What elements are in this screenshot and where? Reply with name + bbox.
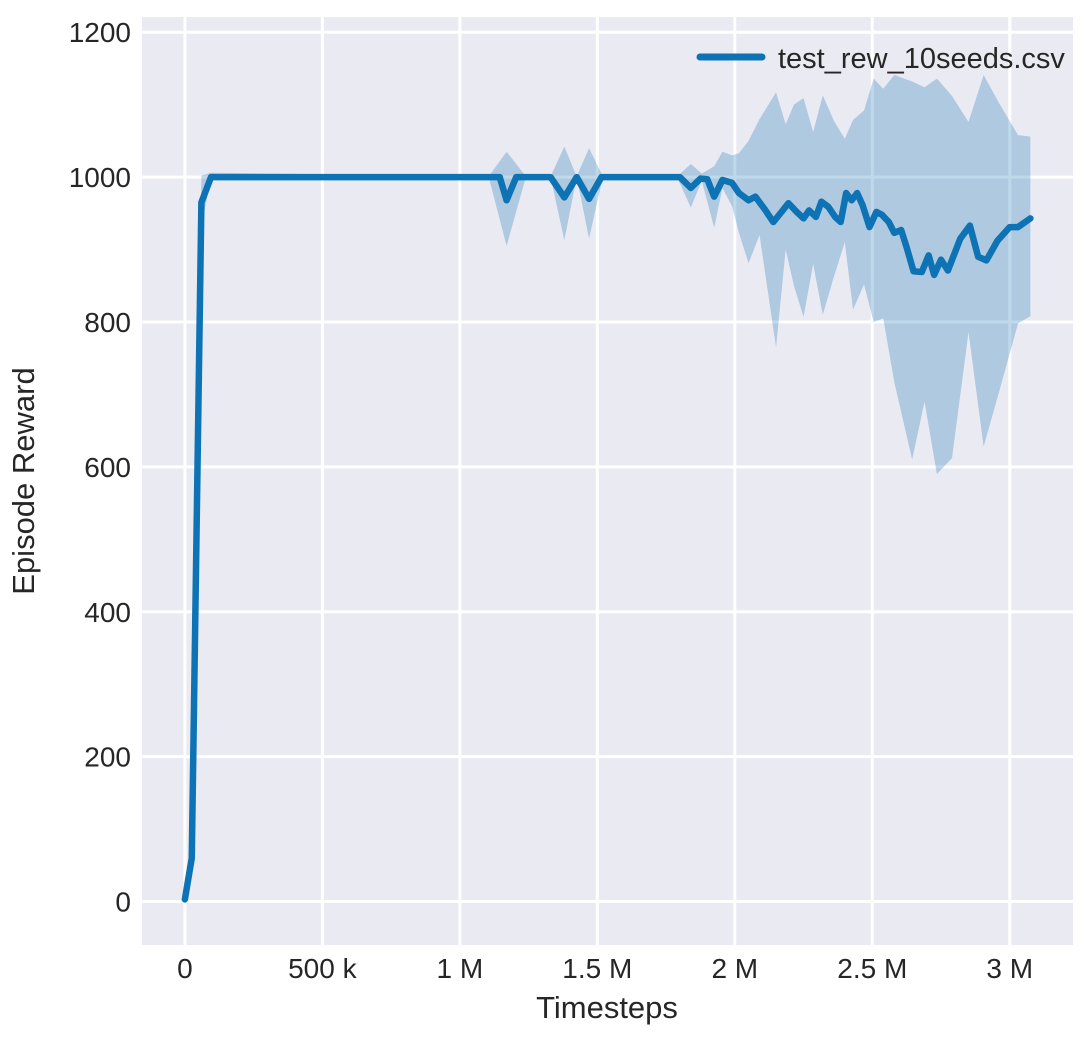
- x-tick-label: 1 M: [437, 953, 484, 984]
- y-tick-label: 600: [84, 452, 131, 483]
- y-tick-label: 1000: [69, 162, 131, 193]
- x-axis-label: Timesteps: [536, 990, 678, 1025]
- y-tick-label: 1200: [69, 17, 131, 48]
- x-tick-label: 2 M: [711, 953, 758, 984]
- confidence-band: [184, 74, 1031, 900]
- y-axis-label: Episode Reward: [6, 367, 41, 594]
- x-tick-labels: 0 500 k 1 M 1.5 M 2 M 2.5 M 3 M: [177, 953, 1033, 984]
- y-tick-label: 0: [115, 887, 131, 918]
- plot-background: [142, 17, 1073, 945]
- x-tick-label: 0: [177, 953, 193, 984]
- x-tick-label: 2.5 M: [837, 953, 907, 984]
- y-tick-labels: 0 200 400 600 800 1000 1200: [69, 17, 131, 917]
- gridlines: [142, 17, 1073, 945]
- y-tick-label: 200: [84, 742, 131, 773]
- x-tick-label: 1.5 M: [562, 953, 632, 984]
- y-tick-label: 800: [84, 307, 131, 338]
- legend-label: test_rew_10seeds.csv: [778, 43, 1065, 75]
- series-mean-line: [181, 173, 1034, 903]
- x-tick-label: 500 k: [288, 953, 357, 984]
- y-tick-label: 400: [84, 597, 131, 628]
- x-tick-label: 3 M: [986, 953, 1033, 984]
- series-line-group: [181, 173, 1034, 903]
- legend: test_rew_10seeds.csv: [696, 43, 1065, 75]
- confidence-band-group: [184, 74, 1031, 900]
